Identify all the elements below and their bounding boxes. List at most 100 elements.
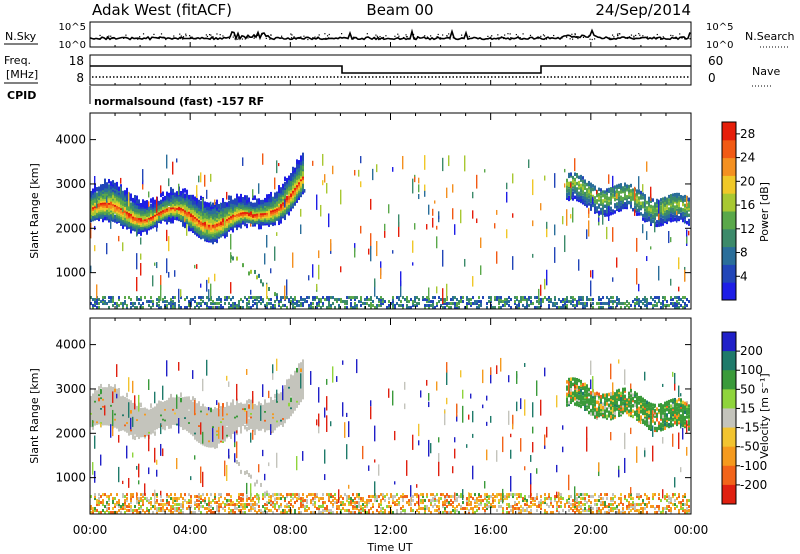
power-colorbar-segment [722, 291, 736, 295]
noise-search-dot [633, 36, 635, 38]
noise-search-dot [479, 37, 481, 39]
noise-search-dot [300, 36, 302, 38]
noise-search-dot [314, 36, 316, 38]
power-colorbar-segment [722, 157, 736, 162]
nave-right-tick-low: 0 [708, 71, 716, 85]
power-colorbar: 4 8 12 16 20 24 28 [721, 121, 755, 301]
power-colorbar-segment [722, 255, 736, 259]
power-colorbar-segment [722, 213, 736, 218]
noise-search-dot [125, 34, 127, 36]
noise-search-dot [490, 36, 492, 38]
noise-search-dot [257, 34, 259, 36]
noise-search-dot [498, 38, 500, 41]
noise-search-dot [295, 37, 297, 39]
time-tick-label: 00:00 [73, 523, 108, 537]
noise-search-dot [211, 37, 213, 39]
noise-search-dot [638, 33, 640, 35]
noise-search-dot [110, 35, 112, 37]
power-colorbar-segment [722, 175, 736, 179]
power-colorbar-segment [722, 297, 736, 301]
noise-search-dot [173, 35, 175, 37]
noise-search-dot [303, 35, 305, 37]
power-colorbar-segment [722, 145, 736, 150]
power-colorbar-segment [722, 237, 736, 242]
y-tick-label: 2000 [55, 221, 86, 235]
noise-search-dot [537, 36, 539, 39]
noise-search-dot [317, 36, 319, 38]
power-colorbar-segment [722, 187, 736, 191]
beam-title: Beam 00 [366, 1, 433, 19]
noise-search-dot [237, 37, 240, 39]
noise-search-dot [574, 34, 576, 36]
noise-search-dot [324, 33, 326, 35]
noise-search-dot [497, 34, 499, 36]
noise-search-dot [254, 36, 256, 38]
noise-search-dot [528, 37, 530, 39]
noise-search-dot [182, 36, 185, 38]
noise-search-dot [640, 36, 642, 39]
noise-search-dot [660, 38, 662, 40]
noise-search-dot [412, 33, 415, 36]
time-axis-label: Time UT [366, 541, 412, 554]
noise-search-dot [238, 35, 240, 37]
noise-search-dot [449, 38, 451, 40]
velocity-colorbar-segment [722, 427, 736, 448]
noise-search-dot [297, 37, 299, 39]
power-colorbar-segment [722, 234, 736, 239]
noise-search-dot [437, 33, 439, 36]
noise-search-dot [461, 37, 463, 40]
power-colorbar-segment [722, 190, 736, 194]
noise-search-dot [212, 36, 214, 38]
y-tick-label: 2000 [55, 426, 86, 440]
noise-search-dot [510, 37, 512, 39]
noise-search-dot [142, 33, 145, 35]
velocity-colorbar-frame [721, 331, 737, 505]
velocity-colorbar-segment [722, 408, 736, 429]
noise-search-dot [180, 35, 182, 37]
noise-search-dot [576, 36, 578, 39]
noise-search-dot [106, 36, 109, 38]
noise-search-dot [379, 35, 381, 38]
noise-search-dot [290, 33, 292, 35]
noise-search-dot [165, 38, 167, 41]
y-tick-label: 1000 [55, 266, 86, 280]
power-colorbar-tick-label: 4 [740, 269, 748, 283]
noise-search-dot [571, 38, 574, 40]
power-colorbar-tick-label: 24 [740, 151, 755, 165]
noise-search-dot [651, 37, 653, 40]
noise-search-dot [684, 38, 686, 40]
noise-search-dot [307, 38, 309, 41]
noise-search-dot [576, 36, 578, 38]
noise-search-dot [353, 37, 355, 39]
power-colorbar-segment [722, 228, 736, 233]
noise-search-dot [234, 38, 236, 40]
power-colorbar-segment [722, 133, 736, 138]
time-tick-label: 08:00 [273, 523, 308, 537]
noise-search-dot [244, 38, 246, 40]
nave-label: Nave [752, 65, 780, 78]
noise-search-dot [452, 37, 454, 39]
power-colorbar-segment [722, 261, 736, 265]
noise-search-dot [424, 35, 426, 37]
noise-search-dot [398, 35, 400, 37]
noise-search-dot [228, 37, 231, 40]
noise-search-dot [566, 36, 568, 38]
noise-search-dot [158, 37, 160, 40]
noise-search-dot [247, 37, 249, 39]
noise-search-dot [491, 35, 493, 37]
date-title: 24/Sep/2014 [595, 1, 691, 19]
noise-search-dot [414, 38, 416, 40]
noise-search-dot [572, 35, 574, 38]
velocity-colorbar-segment [722, 370, 736, 390]
noise-search-dot [341, 33, 343, 35]
velocity-ylabel: Slant Range [km] [28, 368, 41, 464]
power-colorbar-segment [722, 196, 736, 200]
cpid-label: CPID [7, 89, 36, 102]
power-colorbar-segment [722, 246, 736, 251]
noise-search-dot [427, 37, 429, 40]
power-axes: 1000 2000 3000 4000 [55, 42, 692, 309]
noise-search-dot [112, 37, 114, 40]
power-colorbar-segment [722, 136, 736, 141]
noise-search-dot [206, 35, 209, 38]
noise-search-dot [594, 35, 596, 37]
